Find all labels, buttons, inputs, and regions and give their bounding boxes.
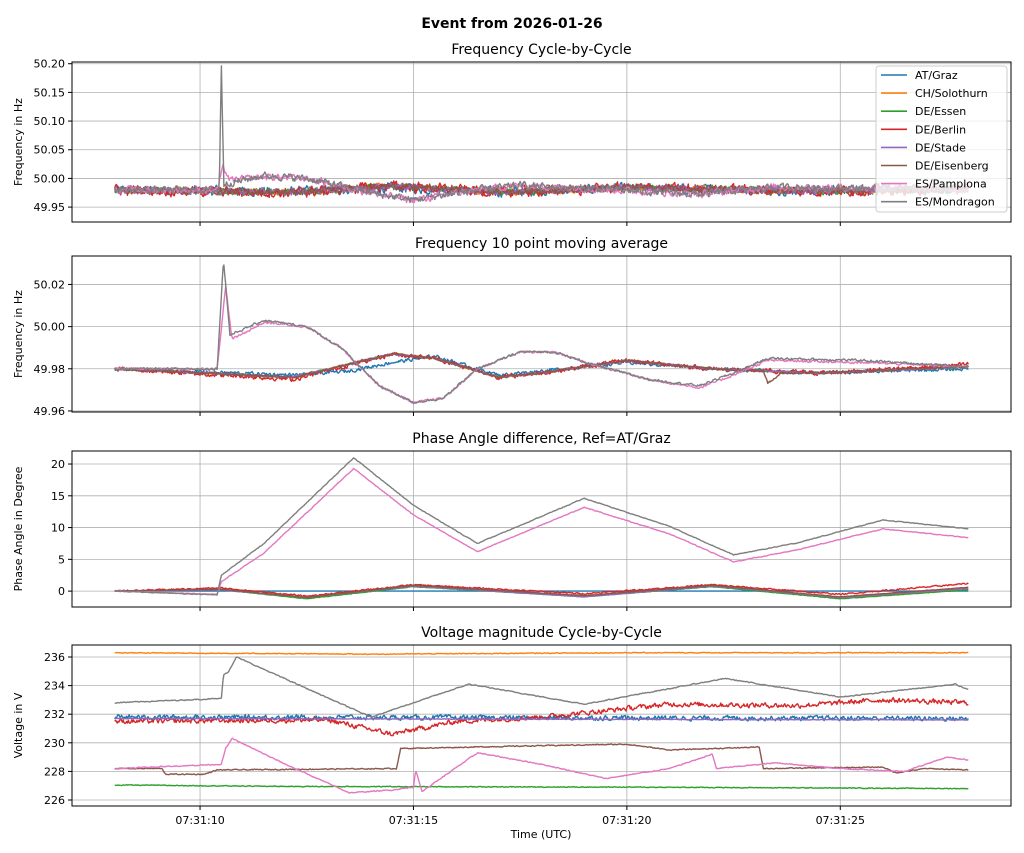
series-line-de-eisenberg [114,584,969,599]
y-tick-label: 15 [51,490,65,503]
x-tick-label: 07:31:15 [389,814,438,827]
legend-label: DE/Eisenberg [915,160,989,173]
y-tick-label: 49.95 [34,201,66,214]
series-line-es-mondragon [114,264,969,405]
series-line-de-essen [114,784,969,790]
series-line-de-stade [114,717,969,721]
legend-box [875,65,1008,213]
subplot-4: 07:31:10 07:31:15 07:31:20 07:31:25 226 228 23… [12,625,1012,827]
series-line-de-eisenberg [114,352,969,384]
y-axis-label: Phase Angle in Degree [12,466,25,591]
legend-label: ES/Mondragon [915,196,995,209]
y-tick-label: 49.98 [34,363,66,376]
axes-frame [71,644,1012,807]
legend-label: DE/Berlin [915,123,966,136]
y-axis-label: Frequency in Hz [12,98,25,186]
y-tick-label: 230 [44,737,65,750]
y-tick-label: 0 [58,585,65,598]
y-tick-label: 234 [44,680,65,693]
axes-frame [71,61,1012,223]
legend-label: ES/Pamplona [915,178,987,191]
figure-title: Event from 2026-01-26 [421,16,602,32]
y-tick-label: 232 [44,708,65,721]
axes-frame [71,450,1012,608]
y-axis-label: Voltage in V [12,692,25,758]
x-axis-label: Time (UTC) [510,828,572,841]
legend-label: DE/Stade [915,141,966,154]
series-line-es-pamplona [114,737,969,794]
series-line-ch-solothurn [114,651,969,656]
legend-label: AT/Graz [915,69,958,82]
y-tick-label: 228 [44,765,65,778]
axes-frame [71,255,1012,413]
legend-label: CH/Solothurn [915,87,988,100]
series-line-es-mondragon [114,457,969,596]
y-tick-label: 50.00 [34,172,66,185]
y-tick-label: 20 [51,458,65,471]
y-tick-label: 50.00 [34,321,66,334]
series-line-es-pamplona [114,467,969,596]
x-tick-label: 07:31:25 [816,814,865,827]
series-group [114,65,969,204]
series-line-es-mondragon [114,656,969,718]
y-tick-label: 50.20 [34,58,66,71]
y-tick-label: 50.05 [34,144,66,157]
series-line-de-berlin [114,582,969,597]
series-group [114,457,969,600]
subplot-title: Voltage magnitude Cycle-by-Cycle [421,625,662,641]
subplot-3: 0 5 10 15 20 Phase Angle difference, Ref=AT/G… [12,431,1012,611]
y-tick-label: 49.96 [34,405,66,418]
y-axis-label: Frequency in Hz [12,290,25,378]
series-group [114,264,969,405]
y-tick-label: 50.02 [34,278,66,291]
x-tick-label: 07:31:20 [602,814,651,827]
legend: AT/Graz CH/Solothurn DE/Essen DE/Berlin DE/S… [875,65,1008,213]
y-tick-label: 236 [44,651,65,664]
subplot-2: 49.96 49.98 50.00 50.02 Frequency 10 point m… [12,236,1012,418]
y-tick-label: 50.15 [34,86,66,99]
y-tick-label: 10 [51,522,65,535]
y-tick-label: 5 [58,553,65,566]
legend-label: DE/Essen [915,105,966,118]
plots-container: 49.95 50.00 50.05 50.10 50.15 50.20 Frequency … [12,42,1012,827]
subplot-1: 49.95 50.00 50.05 50.10 50.15 50.20 Frequency … [12,42,1012,226]
x-tick-label: 07:31:10 [175,814,224,827]
series-group [114,651,969,794]
series-line-es-mondragon [114,65,969,204]
y-tick-label: 226 [44,794,65,807]
subplot-title: Frequency Cycle-by-Cycle [451,42,631,58]
y-tick-label: 50.10 [34,115,66,128]
series-line-de-berlin [114,696,969,737]
subplot-title: Phase Angle difference, Ref=AT/Graz [412,431,670,447]
subplot-title: Frequency 10 point moving average [415,236,668,252]
